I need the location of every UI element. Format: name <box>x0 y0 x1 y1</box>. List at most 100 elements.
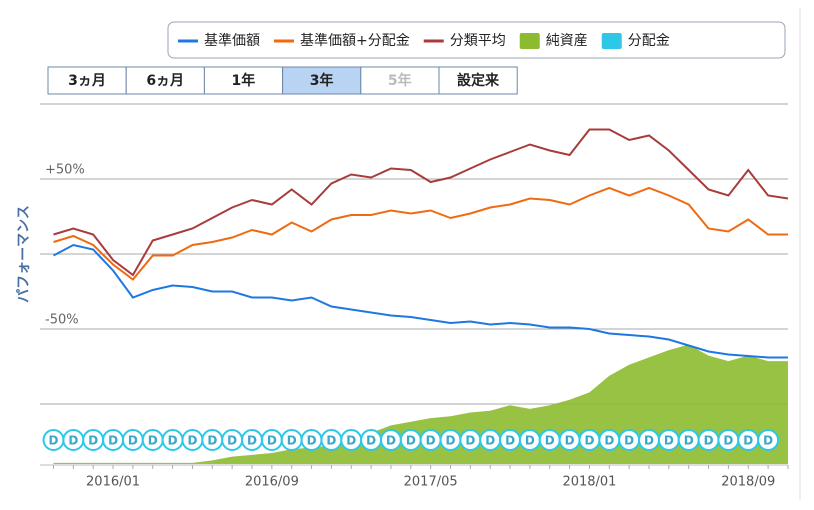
distribution-label: D <box>644 434 654 448</box>
range-button-label: 3年 <box>310 72 334 89</box>
range-button[interactable] <box>282 66 362 95</box>
distribution-marker: D <box>499 429 522 451</box>
distribution-label: D <box>584 434 594 448</box>
legend-label: 分配金 <box>628 33 670 49</box>
distribution-marker: D <box>260 429 283 451</box>
distribution-label: D <box>346 434 356 448</box>
x-tick-label: 2016/01 <box>86 475 140 490</box>
distribution-label: D <box>525 434 535 448</box>
distribution-label: D <box>366 434 376 448</box>
distribution-marker: D <box>618 429 641 451</box>
distribution-marker: D <box>379 429 402 451</box>
distribution-marker: D <box>538 429 561 451</box>
distribution-marker: D <box>459 429 482 451</box>
range-button-label: 設定来 <box>457 72 500 89</box>
distribution-marker: D <box>657 429 680 451</box>
distribution-marker: D <box>757 429 780 451</box>
distribution-label: D <box>426 434 436 448</box>
distribution-marker: D <box>340 429 363 451</box>
legend-label: 基準価額+分配金 <box>300 32 410 49</box>
legend-swatch <box>519 33 540 49</box>
distribution-label: D <box>88 434 98 448</box>
range-button-label: 5年 <box>388 72 412 89</box>
y-axis-label: パフォーマンス <box>16 205 32 303</box>
distribution-label: D <box>307 434 317 448</box>
x-tick-label: 2017/05 <box>404 475 458 490</box>
distribution-label: D <box>545 434 555 448</box>
distribution-label: D <box>207 434 217 448</box>
distribution-label: D <box>743 434 753 448</box>
distribution-label: D <box>108 434 118 448</box>
legend-label: 純資産 <box>546 33 588 49</box>
distribution-label: D <box>227 434 237 448</box>
series-line <box>53 243 788 359</box>
range-button-label: 1年 <box>232 72 256 89</box>
distribution-label: D <box>68 434 78 448</box>
distribution-label: D <box>267 434 277 448</box>
distribution-marker: D <box>717 429 740 451</box>
distribution-marker: D <box>280 429 303 451</box>
distribution-marker: D <box>161 429 184 451</box>
distribution-marker: D <box>181 429 204 451</box>
distribution-label: D <box>664 434 674 448</box>
distribution-marker: D <box>62 429 85 451</box>
distribution-label: D <box>326 434 336 448</box>
series-line <box>53 186 788 281</box>
distribution-label: D <box>406 434 416 448</box>
distribution-marker: D <box>320 429 343 451</box>
distribution-marker: D <box>677 429 700 451</box>
distribution-marker: D <box>121 429 144 451</box>
distribution-label: D <box>704 434 714 448</box>
distribution-label: D <box>446 434 456 448</box>
distribution-marker: D <box>201 429 224 451</box>
range-button-label: 6ヵ月 <box>146 73 184 89</box>
distribution-label: D <box>247 434 257 448</box>
distribution-marker: D <box>82 429 105 451</box>
distribution-marker: D <box>439 429 462 451</box>
distribution-marker: D <box>399 429 422 451</box>
distribution-marker: D <box>360 429 383 451</box>
distribution-label: D <box>763 434 773 448</box>
legend-label: 分類平均 <box>450 33 506 49</box>
distribution-marker: D <box>518 429 541 451</box>
distribution-marker: D <box>102 429 125 451</box>
range-button-label: 3ヵ月 <box>68 73 106 89</box>
legend-box <box>167 21 786 59</box>
distribution-label: D <box>624 434 634 448</box>
distribution-label: D <box>485 434 495 448</box>
distribution-marker: D <box>42 429 65 451</box>
distribution-circle <box>757 429 780 451</box>
distribution-marker: D <box>241 429 263 451</box>
series-line <box>53 128 789 277</box>
legend-label: 基準価額 <box>204 32 260 49</box>
distribution-label: D <box>287 434 297 448</box>
distribution-marker: D <box>598 429 621 451</box>
distribution-marker: D <box>578 429 601 451</box>
range-button[interactable] <box>47 66 127 95</box>
distribution-marker: D <box>419 429 442 451</box>
y-tick-label: -50% <box>45 313 79 328</box>
distribution-marker: D <box>141 429 164 451</box>
distribution-marker: D <box>300 429 323 451</box>
range-button[interactable] <box>125 66 205 95</box>
distribution-label: D <box>465 434 475 448</box>
distribution-label: D <box>386 434 396 448</box>
distribution-marker: D <box>479 429 502 451</box>
x-tick-label: 2018/09 <box>721 475 775 490</box>
distribution-marker: D <box>737 429 760 451</box>
range-button[interactable] <box>203 66 284 95</box>
distribution-label: D <box>604 434 614 448</box>
range-button[interactable] <box>438 66 518 95</box>
distribution-label: D <box>565 434 575 448</box>
y-tick-label: +50% <box>45 163 85 178</box>
distribution-label: D <box>148 434 158 448</box>
distribution-marker: D <box>638 429 660 451</box>
distribution-marker: D <box>558 429 581 451</box>
distribution-label: D <box>49 434 59 448</box>
distribution-label: D <box>187 434 197 448</box>
x-tick-label: 2016/09 <box>245 475 299 490</box>
distribution-marker: D <box>221 429 244 451</box>
distribution-label: D <box>168 434 178 448</box>
distribution-label: D <box>684 434 694 448</box>
